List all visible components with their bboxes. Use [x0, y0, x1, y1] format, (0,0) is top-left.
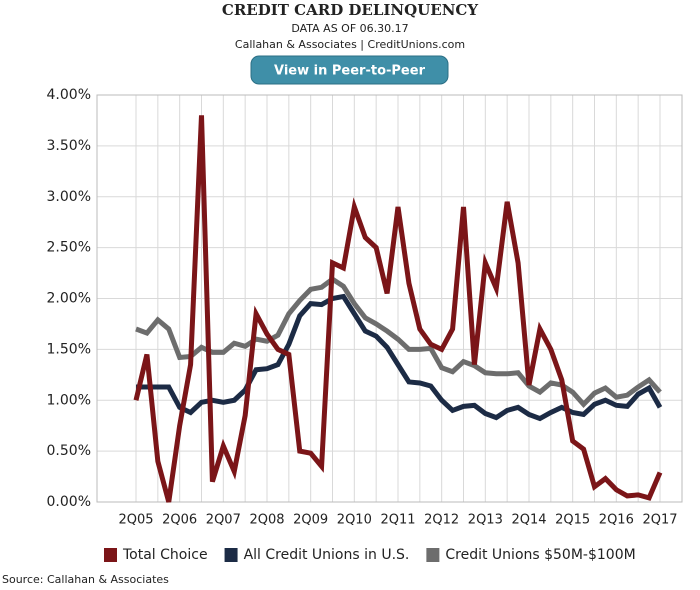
peer-button[interactable]: View in Peer-to-Peer	[250, 55, 449, 85]
y-tick-label: 1.00%	[47, 392, 91, 408]
y-tick-label: 2.00%	[47, 291, 91, 307]
y-tick-label: 3.00%	[47, 189, 91, 205]
y-tick-label: 4.00%	[47, 87, 91, 103]
series-line	[135, 276, 662, 408]
y-tick-label: 0.00%	[47, 494, 91, 510]
x-tick-label: 2Q06	[162, 513, 197, 528]
x-tick-label: 2Q11	[380, 513, 415, 528]
x-tick-label: 2Q14	[511, 513, 546, 528]
x-tick-label: 2Q10	[337, 513, 372, 528]
legend-label: Total Choice	[122, 547, 208, 563]
y-tick-label: 1.50%	[47, 341, 91, 357]
x-tick-label: 2Q13	[468, 513, 503, 528]
legend-swatch	[426, 548, 440, 562]
x-tick-label: 2Q15	[555, 513, 590, 528]
x-tick-label: 2Q16	[599, 513, 634, 528]
button-bg[interactable]	[250, 55, 449, 85]
chart-credit: Callahan & Associates | CreditUnions.com	[235, 38, 465, 51]
series-line	[133, 115, 663, 503]
x-tick-label: 2Q08	[249, 513, 284, 528]
chart-subtitle: DATA AS OF 06.30.17	[291, 22, 408, 35]
y-tick-label: 3.50%	[47, 138, 91, 154]
legend-swatch	[104, 548, 117, 562]
series-line	[136, 293, 663, 422]
plot-border	[96, 94, 683, 503]
x-tick-label: 2Q07	[206, 513, 241, 528]
source: Source: Callahan & Associates	[2, 573, 169, 586]
x-tick-label: 2Q09	[293, 513, 328, 528]
chart-title: CREDIT CARD DELINQUENCY	[222, 1, 478, 19]
x-tick-label: 2Q17	[642, 513, 677, 528]
y-tick-label: 0.50%	[47, 443, 91, 459]
x-tick-label: 2Q05	[118, 513, 153, 528]
legend-label: All Credit Unions in U.S.	[244, 547, 410, 563]
y-tick-label: 2.50%	[47, 240, 91, 256]
legend-label: Credit Unions $50M-$100M	[445, 547, 635, 563]
legend-swatch	[224, 548, 238, 562]
button-label[interactable]: View in Peer-to-Peer	[274, 64, 426, 79]
x-tick-label: 2Q12	[424, 513, 459, 528]
